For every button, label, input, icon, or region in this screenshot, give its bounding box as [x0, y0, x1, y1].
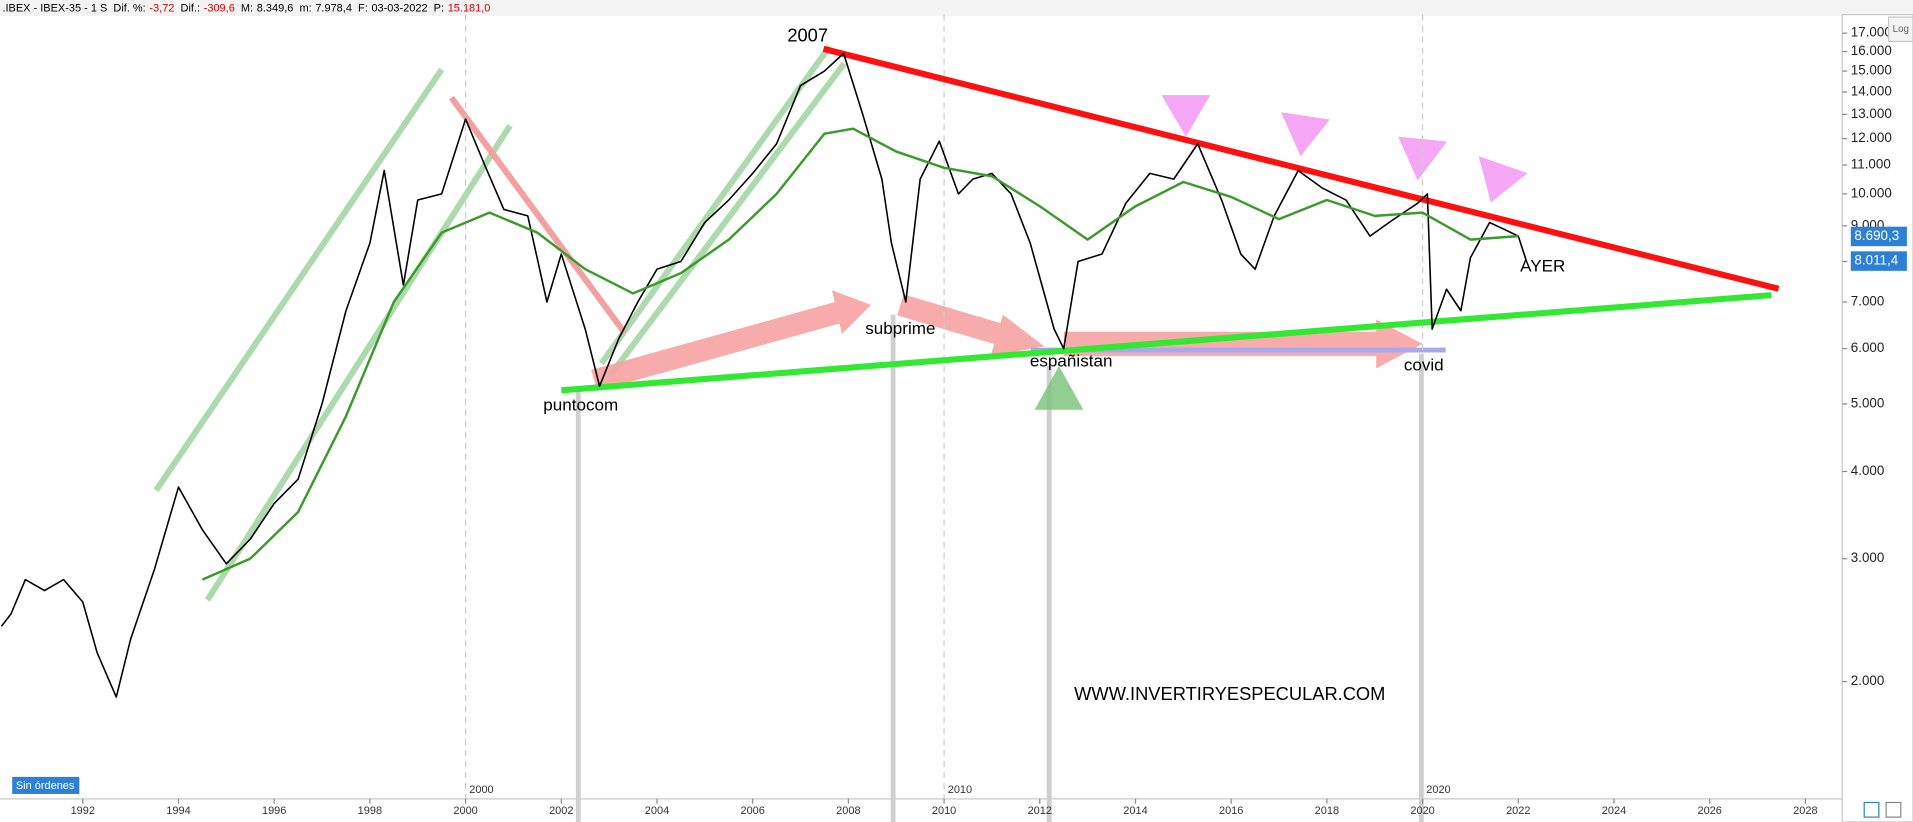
x-tick-label: 1996	[262, 805, 286, 817]
x-tick-label: 2006	[740, 805, 764, 817]
decade-label: 2010	[948, 784, 972, 796]
arrow-head	[990, 314, 1045, 357]
x-tick-label: 2000	[453, 805, 477, 817]
y-tick-label: 14.000	[1851, 84, 1892, 99]
header-text: F:	[358, 2, 368, 14]
y-tick-label: 11.000	[1851, 157, 1891, 172]
x-tick-label: 2012	[1028, 805, 1052, 817]
y-tick-label: 4.000	[1851, 463, 1885, 478]
toolbar-button[interactable]	[1885, 801, 1902, 818]
channel-line	[153, 67, 445, 492]
x-tick-label: 2026	[1697, 805, 1721, 817]
watermark: WWW.INVERTIRYESPECULAR.COM	[1074, 683, 1385, 704]
price-line	[0, 52, 1528, 698]
x-tick-label: 2018	[1315, 805, 1339, 817]
x-tick-label: 2016	[1219, 805, 1243, 817]
x-tick-label: 1994	[166, 805, 190, 817]
header-text: Dif.:	[181, 2, 201, 14]
x-tick-label: 2020	[1410, 805, 1434, 817]
price-tag-label: 8.011,4	[1854, 253, 1898, 268]
price-tag	[1850, 226, 1907, 247]
header-text: 03-03-2022	[371, 2, 427, 14]
y-tick-label: 13.000	[1851, 106, 1892, 121]
y-tick-label: 6.000	[1851, 340, 1885, 355]
status-text: Sin órdenes	[16, 780, 75, 792]
decade-label: 2000	[469, 784, 493, 796]
bottom-marker	[1034, 365, 1084, 410]
header-text: 7.978,4	[315, 2, 352, 14]
price-axis	[1841, 14, 1913, 822]
x-tick-label: 1992	[71, 805, 95, 817]
arrow-body	[897, 294, 1011, 348]
y-tick-label: 12.000	[1851, 130, 1892, 145]
y-tick-label: 15.000	[1851, 63, 1892, 78]
header-text: m:	[299, 2, 311, 14]
annotation: españistan	[1030, 352, 1113, 371]
header-text: -3,72	[149, 2, 174, 14]
x-tick-label: 2002	[549, 805, 573, 817]
scale-button[interactable]	[1887, 16, 1913, 43]
x-tick-label: 2024	[1602, 805, 1626, 817]
arrow-body	[591, 301, 843, 392]
trendline	[822, 45, 1780, 292]
x-tick-label: 2010	[932, 805, 956, 817]
scale-mode[interactable]: Log	[1893, 24, 1909, 35]
y-tick-label: 16.000	[1851, 43, 1892, 58]
channel-line	[607, 61, 847, 378]
annotation: 2007	[787, 24, 828, 45]
down-channel	[448, 95, 628, 335]
x-tick-label: 2028	[1793, 805, 1817, 817]
annotation: puntocom	[543, 396, 618, 415]
annotation: subprime	[865, 319, 935, 338]
x-tick-label: 2004	[645, 805, 669, 817]
header-text: 8.349,6	[257, 2, 294, 14]
annotation: AYER	[1520, 257, 1565, 276]
header-text: .IBEX - IBEX-35 - 1 S	[2, 2, 107, 14]
header-bar	[0, 0, 1913, 16]
header-text: M:	[241, 2, 253, 14]
y-tick-label: 2.000	[1851, 673, 1885, 688]
top-marker	[1281, 112, 1330, 157]
y-tick-label: 3.000	[1851, 550, 1885, 565]
arrow-head	[1376, 319, 1423, 369]
channel-line	[204, 123, 513, 602]
y-tick-label: 10.000	[1851, 185, 1892, 200]
price-tag-label: 8.690,3	[1854, 228, 1899, 243]
y-tick-label: 7.000	[1851, 294, 1885, 309]
y-tick-label: 5.000	[1851, 395, 1885, 410]
x-tick-label: 2022	[1506, 805, 1530, 817]
x-tick-label: 2014	[1123, 805, 1147, 817]
y-tick-label: 17.000	[1851, 25, 1892, 40]
data-layer: 2000 2010 2020 1992 1994 1996 1998 2000 2002 2004…	[0, 14, 1907, 817]
channels	[153, 44, 847, 602]
top-marker	[1478, 156, 1528, 203]
arrow-head	[832, 290, 872, 335]
price-tag	[1850, 251, 1907, 271]
x-tick-label: 1998	[358, 805, 382, 817]
status-tag	[12, 776, 80, 794]
header-text: Dif. %:	[113, 2, 145, 14]
annotation: covid	[1404, 355, 1444, 374]
moving-average	[201, 127, 1519, 581]
trendline	[561, 292, 1772, 394]
header-text: P:	[434, 2, 444, 14]
header-text: 15.181,0	[448, 2, 491, 14]
header-text: -309,6	[204, 2, 235, 14]
top-marker	[1161, 95, 1211, 137]
toolbar-button[interactable]	[1863, 801, 1880, 818]
channel-line	[598, 44, 833, 366]
x-tick-label: 2008	[836, 805, 860, 817]
header: .IBEX - IBEX-35 - 1 S Dif. %: -3,72 Dif.: -3…	[2, 2, 490, 14]
decade-label: 2020	[1426, 784, 1450, 796]
